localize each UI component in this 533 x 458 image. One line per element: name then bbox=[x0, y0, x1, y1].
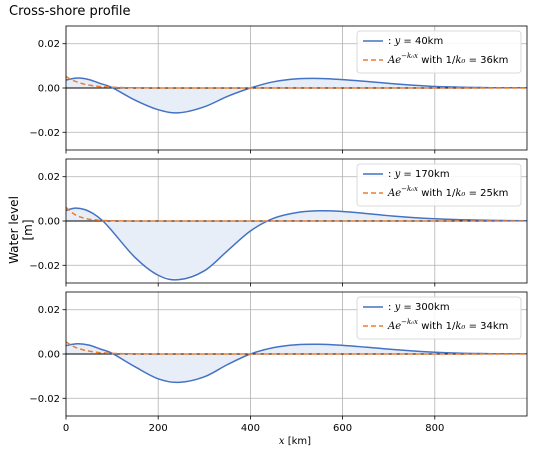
legend: : y = 300km Ae−k₀x with 1/k₀ = 34km bbox=[356, 296, 522, 340]
y-tick-label: 0.00 bbox=[38, 84, 60, 95]
y-tick-label: −0.02 bbox=[29, 394, 60, 405]
legend-text-part: with 1/ bbox=[418, 55, 456, 66]
x-tick-label: 0 bbox=[63, 423, 69, 434]
legend: : y = 170km Ae−k₀x with 1/k₀ = 25km bbox=[356, 163, 522, 207]
legend-text-part: Ae bbox=[387, 55, 401, 66]
legend-text-part: = 170km bbox=[400, 169, 449, 180]
exponential-fit-line bbox=[66, 341, 527, 355]
legend-entry-label: : y = 170km bbox=[388, 169, 450, 180]
x-axis-label: x [km] bbox=[230, 436, 360, 447]
legend-text-part: Ae bbox=[387, 188, 401, 199]
legend-box bbox=[356, 163, 522, 207]
profile-line bbox=[66, 343, 527, 384]
legend-text-part: k₀ bbox=[455, 55, 465, 66]
y-tick-label: 0.02 bbox=[38, 305, 60, 316]
profile-fill bbox=[66, 78, 527, 113]
legend-text-part: −k₀x bbox=[401, 52, 418, 60]
profile-line bbox=[66, 77, 527, 114]
x-tick-label: 200 bbox=[149, 423, 168, 434]
x-axis-variable: x bbox=[278, 436, 285, 447]
exponential-fit-line bbox=[66, 75, 527, 89]
legend-entry-label: : y = 40km bbox=[388, 36, 443, 47]
legend-entry-label: Ae−k₀x with 1/k₀ = 25km bbox=[387, 185, 508, 199]
legend-text-part: with 1/ bbox=[418, 321, 456, 332]
profile-line bbox=[66, 207, 527, 281]
y-tick-label: 0.02 bbox=[38, 172, 60, 183]
legend-text-part: k₀ bbox=[455, 321, 465, 332]
x-tick-label: 400 bbox=[241, 423, 260, 434]
legend-text-part: = 300km bbox=[400, 302, 449, 313]
legend-text-part: Ae bbox=[387, 321, 401, 332]
legend-text-part: y bbox=[394, 169, 401, 180]
y-tick-label: −0.02 bbox=[29, 128, 60, 139]
subplot-3: −0.020.000.020 200 400 600 800: y = 300kmAe−… bbox=[29, 291, 528, 434]
legend-box bbox=[356, 296, 522, 340]
x-tick-label: 600 bbox=[333, 423, 352, 434]
legend-text-part: : bbox=[388, 169, 395, 180]
legend-text-part: y bbox=[394, 36, 401, 47]
legend-entry-label: Ae−k₀x with 1/k₀ = 36km bbox=[387, 52, 508, 66]
figure-title: Cross-shore profile bbox=[9, 4, 131, 19]
legend-text-part: = 34km bbox=[465, 321, 508, 332]
y-tick-label: 0.00 bbox=[38, 350, 60, 361]
exponential-fit-line bbox=[66, 206, 527, 222]
y-tick-label: −0.02 bbox=[29, 261, 60, 272]
legend-text-part: −k₀x bbox=[401, 318, 418, 326]
x-tick-label: 800 bbox=[425, 423, 444, 434]
legend-box bbox=[356, 30, 522, 74]
legend-text-part: = 25km bbox=[465, 188, 508, 199]
legend: : y = 40km Ae−k₀x with 1/k₀ = 36km bbox=[356, 30, 522, 74]
legend-text-part: : bbox=[388, 36, 395, 47]
legend-text-part: y bbox=[394, 302, 401, 313]
y-tick-label: 0.00 bbox=[38, 217, 60, 228]
legend-text-part: k₀ bbox=[455, 188, 465, 199]
profile-fill bbox=[66, 208, 527, 280]
legend-text-part: = 36km bbox=[465, 55, 508, 66]
legend-entry-label: : y = 300km bbox=[388, 302, 450, 313]
y-tick-label: 0.02 bbox=[38, 39, 60, 50]
legend-text-part: : bbox=[388, 302, 395, 313]
legend-text-part: −k₀x bbox=[401, 185, 418, 193]
legend-text-part: with 1/ bbox=[418, 188, 456, 199]
profile-fill bbox=[66, 343, 527, 383]
legend-entry-label: Ae−k₀x with 1/k₀ = 34km bbox=[387, 318, 508, 332]
x-axis-unit: [km] bbox=[284, 436, 312, 447]
legend-text-part: = 40km bbox=[400, 36, 443, 47]
